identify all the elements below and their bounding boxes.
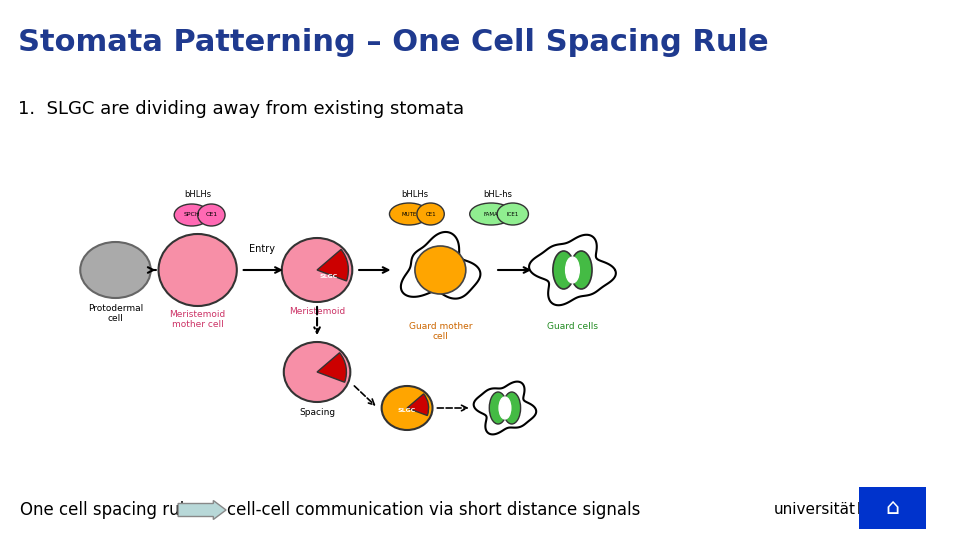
Text: SLGC: SLGC — [398, 408, 417, 413]
Ellipse shape — [158, 234, 237, 306]
Text: ⌂: ⌂ — [885, 498, 900, 518]
Text: bHL-hs: bHL-hs — [484, 190, 513, 199]
Text: bonn: bonn — [857, 503, 900, 517]
Text: SLGC: SLGC — [320, 273, 338, 279]
Text: bHLHs: bHLHs — [401, 190, 428, 199]
Ellipse shape — [503, 392, 520, 424]
Ellipse shape — [174, 204, 209, 226]
Text: 1.  SLGC are dividing away from existing stomata: 1. SLGC are dividing away from existing … — [17, 100, 464, 118]
Text: CE1: CE1 — [205, 213, 217, 218]
Text: Guard mother
cell: Guard mother cell — [409, 322, 472, 341]
Ellipse shape — [497, 203, 528, 225]
Text: bHLHs: bHLHs — [184, 190, 211, 199]
Polygon shape — [473, 382, 537, 434]
Text: cell-cell communication via short distance signals: cell-cell communication via short distan… — [227, 501, 640, 519]
Wedge shape — [407, 394, 428, 415]
Ellipse shape — [282, 238, 352, 302]
Wedge shape — [317, 353, 347, 382]
Text: SPCH: SPCH — [183, 213, 200, 218]
Ellipse shape — [415, 246, 466, 294]
Text: CE1: CE1 — [425, 212, 436, 217]
Ellipse shape — [81, 242, 151, 298]
Polygon shape — [529, 235, 616, 305]
Ellipse shape — [499, 397, 511, 419]
Ellipse shape — [490, 392, 507, 424]
Text: Protodermal
cell: Protodermal cell — [88, 304, 143, 323]
Ellipse shape — [553, 251, 574, 289]
FancyArrow shape — [179, 501, 226, 519]
Text: FAMA: FAMA — [484, 212, 498, 217]
Ellipse shape — [565, 257, 579, 283]
Wedge shape — [317, 249, 348, 281]
Text: Meristemoid
mother cell: Meristemoid mother cell — [170, 310, 226, 329]
Text: universität: universität — [775, 503, 856, 517]
Polygon shape — [401, 232, 480, 299]
Text: ICE1: ICE1 — [507, 212, 519, 217]
Ellipse shape — [284, 342, 350, 402]
Ellipse shape — [417, 203, 444, 225]
Ellipse shape — [198, 204, 225, 226]
Ellipse shape — [382, 386, 433, 430]
Text: Entry: Entry — [250, 244, 276, 254]
Ellipse shape — [469, 203, 513, 225]
Text: MUTE: MUTE — [401, 212, 417, 217]
Text: One cell spacing rule: One cell spacing rule — [19, 501, 194, 519]
Ellipse shape — [570, 251, 592, 289]
Text: Guard cells: Guard cells — [547, 322, 598, 331]
Text: Meristemoid: Meristemoid — [289, 307, 346, 316]
Text: Stomata Patterning – One Cell Spacing Rule: Stomata Patterning – One Cell Spacing Ru… — [17, 28, 768, 57]
Ellipse shape — [390, 203, 428, 225]
Bar — [859, 487, 925, 529]
Text: Spacing: Spacing — [299, 408, 335, 417]
